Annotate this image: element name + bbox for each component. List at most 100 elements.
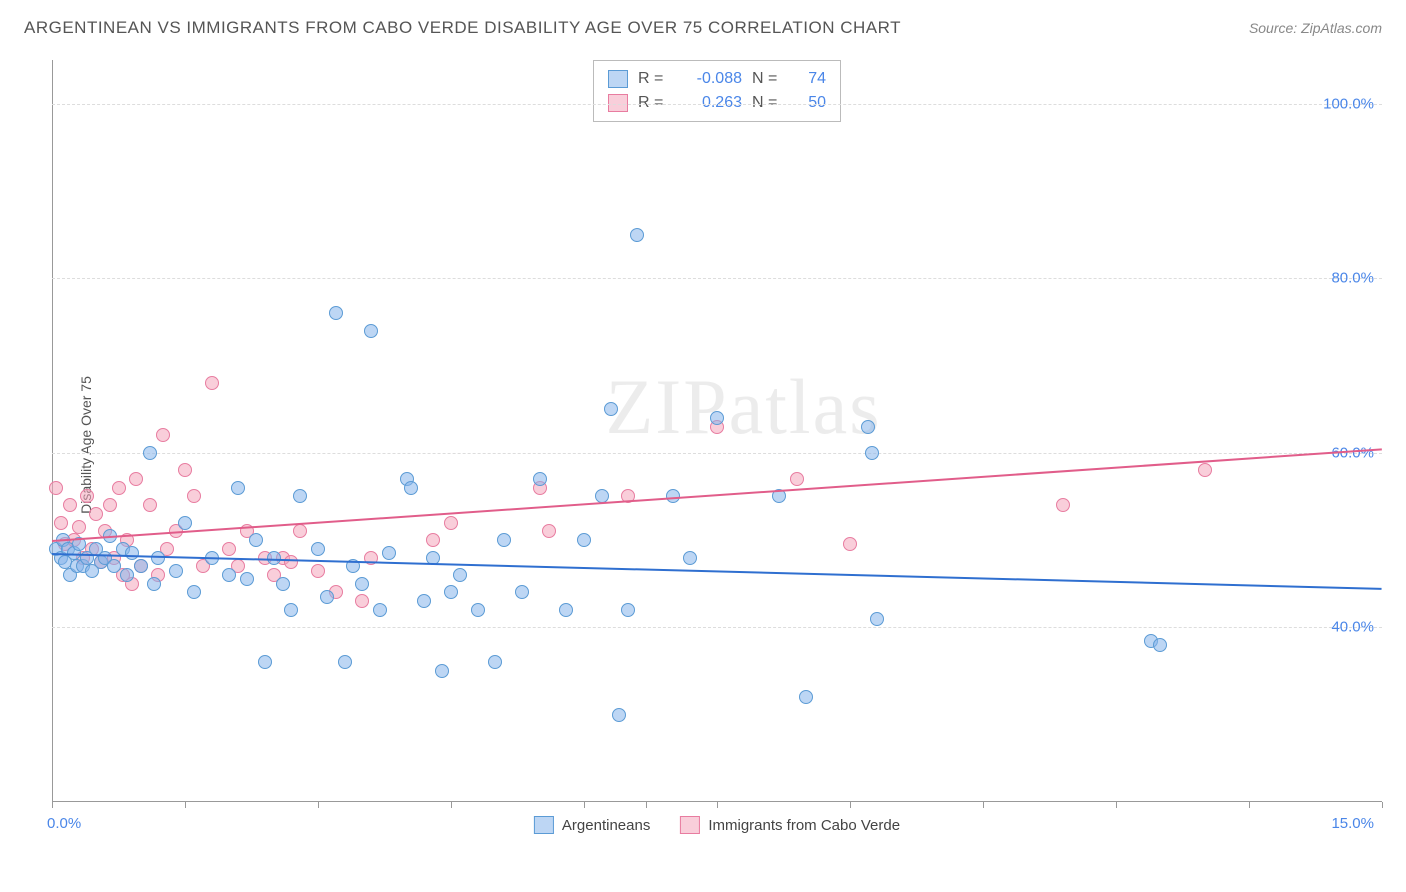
data-point [143,446,157,460]
data-point [276,577,290,591]
watermark: ZIPatlas [606,362,882,452]
data-point [865,446,879,460]
data-point [515,585,529,599]
data-point [542,524,556,538]
data-point [72,520,86,534]
data-point [1056,498,1070,512]
data-point [444,585,458,599]
data-point [559,603,573,617]
data-point [112,481,126,495]
x-tick [451,802,452,808]
data-point [107,559,121,573]
source-attribution: Source: ZipAtlas.com [1249,20,1382,36]
data-point [134,559,148,573]
data-point [612,708,626,722]
data-point [205,376,219,390]
data-point [488,655,502,669]
r-label: R = [638,67,668,91]
data-point [103,498,117,512]
data-point [187,585,201,599]
gridline [52,453,1382,454]
x-tick [850,802,851,808]
data-point [404,481,418,495]
gridline [52,627,1382,628]
legend-item-2: Immigrants from Cabo Verde [680,816,900,834]
data-point [293,524,307,538]
data-point [435,664,449,678]
swatch-blue-icon [534,816,554,834]
data-point [120,568,134,582]
data-point [861,420,875,434]
data-point [143,498,157,512]
data-point [178,516,192,530]
data-point [125,546,139,560]
data-point [799,690,813,704]
x-tick [318,802,319,808]
legend-label-1: Argentineans [562,817,650,834]
data-point [683,551,697,565]
data-point [604,402,618,416]
data-point [338,655,352,669]
x-tick [717,802,718,808]
data-point [222,542,236,556]
y-tick-label: 100.0% [1323,95,1374,112]
x-tick [646,802,647,808]
legend-label-2: Immigrants from Cabo Verde [708,817,900,834]
data-point [169,564,183,578]
data-point [355,577,369,591]
data-point [843,537,857,551]
data-point [870,612,884,626]
data-point [249,533,263,547]
data-point [222,568,236,582]
x-tick [1116,802,1117,808]
stats-box: R = -0.088 N = 74 R = 0.263 N = 50 [593,60,841,122]
stats-row-1: R = -0.088 N = 74 [608,67,826,91]
r-value-1: -0.088 [678,67,742,91]
data-point [417,594,431,608]
data-point [178,463,192,477]
data-point [311,564,325,578]
data-point [258,655,272,669]
chart-title: ARGENTINEAN VS IMMIGRANTS FROM CABO VERD… [24,18,901,38]
x-tick [185,802,186,808]
x-tick [1382,802,1383,808]
data-point [293,489,307,503]
n-label: N = [752,67,782,91]
data-point [284,603,298,617]
data-point [156,428,170,442]
y-axis-line [52,60,53,802]
data-point [621,603,635,617]
legend-item-1: Argentineans [534,816,650,834]
chart-container: Disability Age Over 75 ZIPatlas R = -0.0… [52,60,1382,830]
y-tick-label: 80.0% [1331,270,1374,287]
data-point [710,411,724,425]
data-point [147,577,161,591]
data-point [426,533,440,547]
data-point [329,306,343,320]
data-point [444,516,458,530]
x-tick [52,802,53,808]
gridline [52,278,1382,279]
data-point [311,542,325,556]
data-point [54,516,68,530]
data-point [89,507,103,521]
data-point [129,472,143,486]
data-point [267,551,281,565]
data-point [187,489,201,503]
data-point [80,489,94,503]
data-point [63,498,77,512]
data-point [240,572,254,586]
x-tick [584,802,585,808]
swatch-pink-icon [680,816,700,834]
legend: Argentineans Immigrants from Cabo Verde [534,816,900,834]
data-point [382,546,396,560]
data-point [471,603,485,617]
y-tick-label: 40.0% [1331,619,1374,636]
data-point [364,324,378,338]
gridline [52,104,1382,105]
data-point [497,533,511,547]
trendline [52,448,1382,542]
data-point [355,594,369,608]
x-tick [1249,802,1250,808]
data-point [453,568,467,582]
